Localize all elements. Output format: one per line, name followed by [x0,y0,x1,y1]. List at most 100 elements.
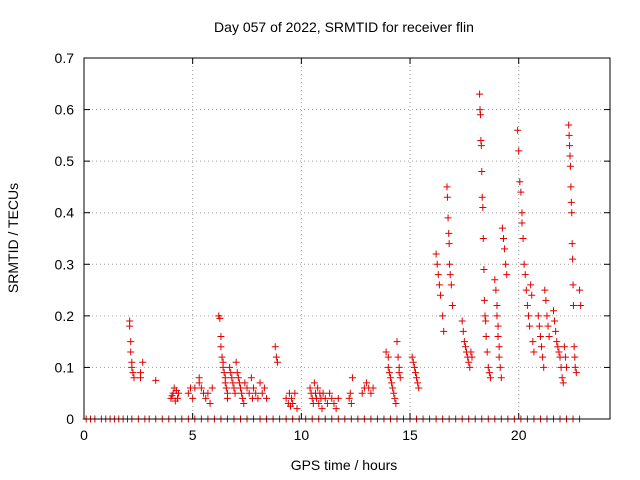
data-point [314,384,322,392]
data-point [236,384,244,392]
data-point [184,389,192,397]
data-point [202,394,210,402]
data-point [542,296,550,304]
data-point [565,131,573,139]
data-point [568,240,576,248]
data-point [440,327,448,335]
data-point [503,271,511,279]
data-point [411,369,419,377]
data-point [347,400,355,408]
data-point [499,235,507,242]
data-point [482,317,490,325]
data-point [538,343,546,351]
data-point [229,379,237,387]
data-point [569,302,577,310]
data-point [332,405,340,413]
data-point [559,379,567,387]
data-point [386,374,394,382]
data-point [543,312,551,320]
data-point [130,374,138,382]
data-point [549,307,557,315]
data-point [345,394,353,402]
data-point [434,271,442,279]
data-point [432,250,440,258]
data-point [239,394,247,402]
data-point [485,369,493,377]
data-point [484,363,492,371]
data-point [384,363,392,371]
data-point [527,281,535,289]
y-tick-label: 0.3 [55,256,75,272]
data-point [478,193,486,201]
data-point [222,384,230,392]
data-point [217,332,225,340]
data-point [414,379,422,387]
data-point [551,317,559,325]
data-point [478,167,486,175]
data-point [443,193,451,201]
data-point [288,394,296,402]
data-point [567,198,575,206]
data-point [518,209,526,217]
data-point [152,376,160,384]
data-point [553,338,561,346]
data-point [390,389,398,397]
data-point [435,281,443,289]
data-point [385,369,393,377]
data-point [545,332,553,340]
data-point [495,353,503,361]
data-point [389,384,397,392]
data-point [492,286,500,294]
data-point [529,338,537,346]
data-point [502,260,510,268]
data-point [493,302,501,310]
data-point [497,374,505,382]
data-point [218,353,226,361]
data-point [263,394,271,402]
data-point [536,332,544,340]
data-point [323,400,331,408]
data-point [216,314,224,322]
data-point [206,400,214,408]
data-point [217,343,225,351]
data-point [334,394,342,402]
data-point [572,369,580,377]
plot-frame [83,57,611,420]
data-point [481,312,489,320]
data-point [189,394,197,402]
data-point [231,389,239,397]
data-point [243,384,251,392]
data-point [565,121,573,129]
y-tick-labels: 0 0.1 0.2 0.3 0.4 0.5 0.6 0.7 [55,50,75,427]
data-point [223,394,231,402]
data-point [328,394,336,402]
data-point [458,317,466,325]
data-point [410,363,418,371]
data-point [227,369,235,377]
data-point [567,183,575,191]
data-point [289,400,297,408]
data-point [245,389,253,397]
data-point [127,348,135,356]
data-point [477,142,485,150]
data-point [560,343,568,351]
data-point [233,369,241,377]
data-point [175,389,183,397]
data-point [258,389,266,397]
data-point [445,229,453,237]
data-point [479,204,487,212]
data-point [444,214,452,222]
data-point [459,327,467,335]
data-point [173,394,181,402]
data-point [498,224,506,232]
data-point [476,90,484,98]
data-point [204,389,212,397]
data-point [367,389,375,397]
data-point [306,384,314,392]
data-point [563,363,571,371]
data-point [369,384,377,392]
y-tick-label: 0.5 [55,153,75,169]
data-point [226,363,234,371]
